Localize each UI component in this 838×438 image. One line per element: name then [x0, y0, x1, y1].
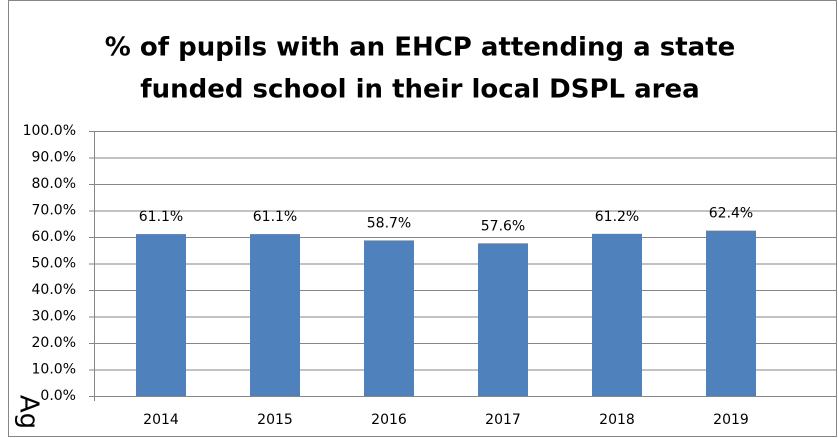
value-label: 62.4%	[709, 206, 753, 222]
y-tick-label: 10.0%	[32, 362, 76, 378]
y-tick-label: 70.0%	[32, 203, 76, 219]
value-label: 61.1%	[253, 209, 297, 225]
y-tick-label: 60.0%	[32, 229, 76, 245]
value-label: 61.2%	[595, 209, 639, 225]
x-tick-label: 2015	[257, 412, 293, 428]
bar	[250, 234, 300, 396]
value-label: 57.6%	[481, 218, 525, 234]
y-tick-label: 40.0%	[32, 282, 76, 298]
value-label: 58.7%	[367, 215, 411, 231]
x-tick-label: 2018	[599, 412, 635, 428]
bar	[592, 233, 642, 396]
x-tick-label: 2019	[713, 412, 749, 428]
bar	[478, 243, 528, 396]
y-tick-label: 90.0%	[32, 150, 76, 166]
y-tick-label: 20.0%	[32, 335, 76, 351]
y-tick-label: 100.0%	[23, 123, 76, 139]
y-tick-label: 50.0%	[32, 256, 76, 272]
chart-title: % of pupils with an EHCP attending a sta…	[105, 33, 736, 63]
bar	[364, 240, 414, 396]
x-tick-label: 2014	[143, 412, 179, 428]
annotation: Ag	[14, 395, 44, 429]
x-tick-label: 2016	[371, 412, 407, 428]
x-tick-label: 2017	[485, 412, 521, 428]
y-tick-label: 80.0%	[32, 176, 76, 192]
y-tick-label: 30.0%	[32, 309, 76, 325]
bar	[136, 234, 186, 396]
chart-title: funded school in their local DSPL area	[140, 75, 699, 105]
bar	[706, 230, 756, 396]
y-tick-label: 0.0%	[40, 388, 76, 404]
value-label: 61.1%	[139, 209, 183, 225]
